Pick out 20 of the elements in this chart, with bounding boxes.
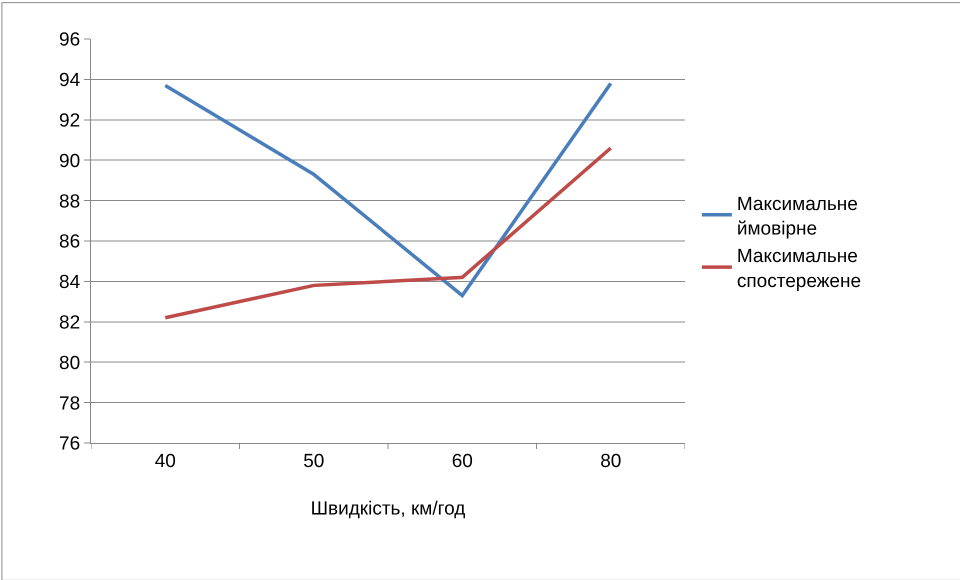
legend-label: Максимальне ймовірне (736, 194, 858, 240)
y-tick-label: 88 (59, 191, 80, 212)
y-tick-label: 92 (59, 110, 80, 132)
line-series (164, 146, 612, 320)
y-tick-label: 80 (59, 352, 80, 374)
x-tick-label: 80 (600, 450, 622, 472)
y-tick-label: 94 (59, 70, 81, 92)
legend-label: Максимальне спостережене (736, 246, 862, 292)
x-tick-label: 60 (452, 450, 473, 472)
y-tick-label: 82 (59, 312, 80, 334)
x-tick-label: 50 (303, 450, 324, 472)
y-tick-label: 76 (59, 434, 80, 455)
x-axis-title: Швидкість, км/год (310, 498, 466, 520)
y-tick-label: 86 (59, 232, 80, 253)
y-tick-label: 78 (59, 393, 80, 414)
y-tick-label: 96 (59, 30, 80, 51)
y-tick-label: 84 (59, 272, 81, 294)
line-series (164, 82, 612, 298)
y-tick-label: 90 (59, 150, 80, 172)
x-tick-label: 40 (154, 450, 176, 472)
